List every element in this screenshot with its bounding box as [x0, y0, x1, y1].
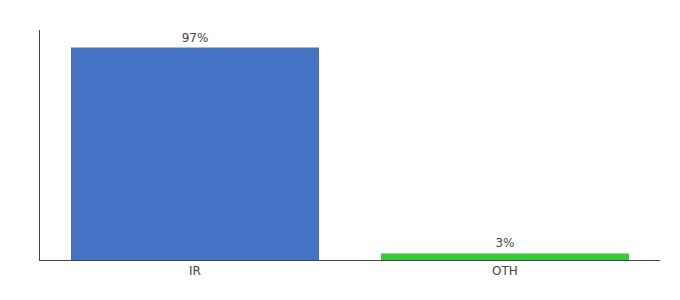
svg-text:IR: IR	[189, 264, 201, 278]
svg-text:97%: 97%	[182, 31, 209, 45]
svg-text:3%: 3%	[495, 236, 514, 250]
svg-text:OTH: OTH	[492, 264, 518, 278]
